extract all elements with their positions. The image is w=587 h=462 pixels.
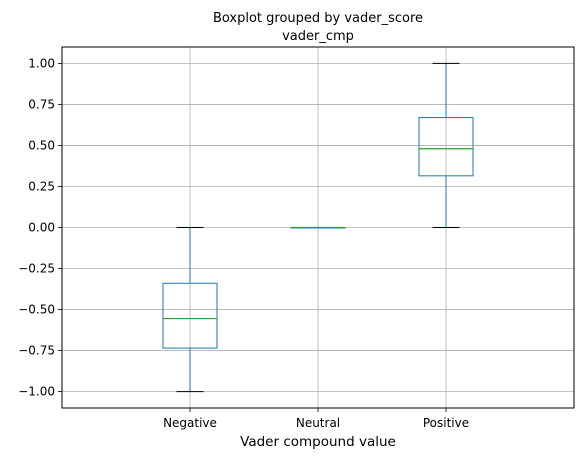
y-tick-label: −0.25 — [18, 262, 55, 276]
x-axis-label: Vader compound value — [240, 434, 396, 450]
y-tick-label: 0.75 — [28, 97, 55, 111]
y-tick-label: 0.50 — [28, 138, 55, 152]
x-tick-label: Neutral — [296, 416, 340, 430]
y-tick-label: −0.75 — [18, 344, 55, 358]
x-tick-label: Negative — [163, 416, 217, 430]
y-tick-label: 0.25 — [28, 179, 55, 193]
chart-title: Boxplot grouped by vader_score — [213, 11, 423, 26]
y-tick-label: −0.50 — [18, 303, 55, 317]
chart-subtitle: vader_cmp — [282, 29, 354, 44]
ticks: −1.00 −0.75 −0.50 −0.25 0.00 0.25 0.50 0.75 1.00… — [18, 56, 469, 430]
y-tick-label: −1.00 — [18, 385, 55, 399]
y-tick-label: 1.00 — [28, 56, 55, 70]
y-tick-label: 0.00 — [28, 221, 55, 235]
box-group — [291, 228, 345, 229]
x-tick-label: Positive — [423, 416, 469, 430]
